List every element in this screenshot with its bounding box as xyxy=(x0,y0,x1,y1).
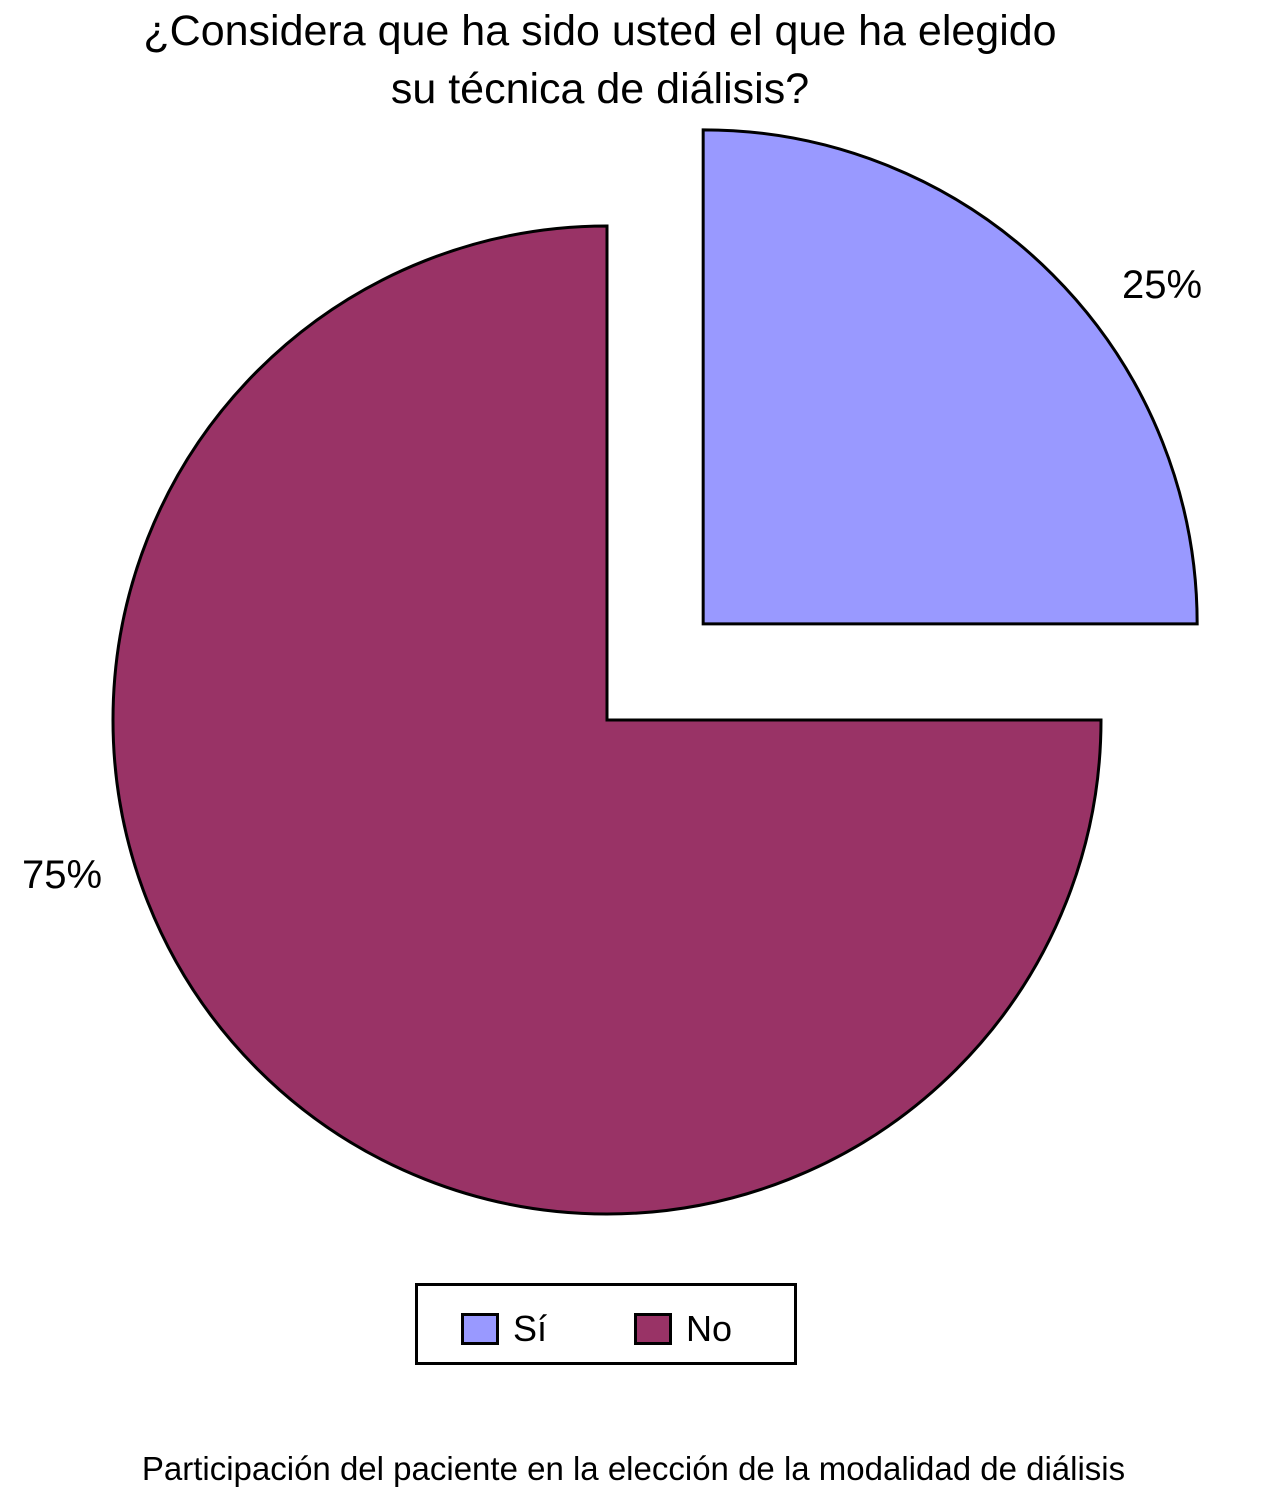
legend-label-si: Sí xyxy=(513,1308,548,1349)
pie-slice-si xyxy=(701,128,1199,626)
title-line-2: su técnica de diálisis? xyxy=(390,65,810,113)
title-line-1: ¿Considera que ha sido usted el que ha e… xyxy=(143,7,1057,55)
pie-slice-no xyxy=(111,224,1103,1216)
legend-swatch-si xyxy=(461,1313,499,1345)
data-label-si: 25% xyxy=(1122,263,1202,307)
legend-label-no: No xyxy=(686,1308,733,1349)
legend-item-no: No xyxy=(634,1308,732,1350)
legend: Sí No xyxy=(415,1283,797,1365)
legend-swatch-no xyxy=(634,1313,672,1345)
chart-title: ¿Considera que ha sido usted el que ha e… xyxy=(0,2,1200,118)
figure-caption: Participación del paciente en la elecció… xyxy=(141,1450,1126,1487)
data-label-no: 75% xyxy=(22,853,102,897)
legend-item-si: Sí xyxy=(461,1308,547,1350)
